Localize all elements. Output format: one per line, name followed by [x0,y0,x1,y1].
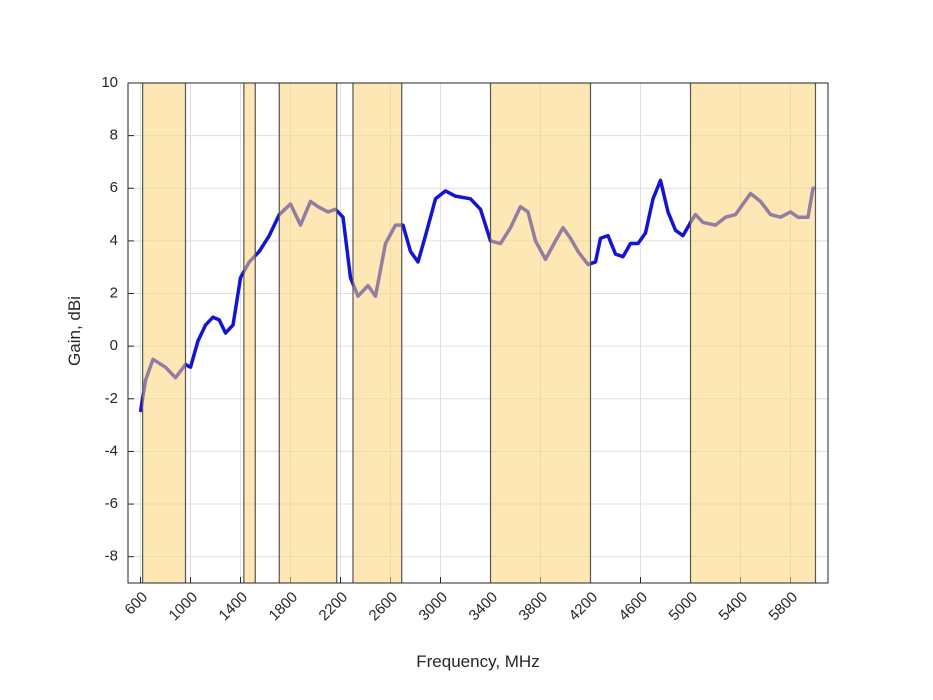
x-tick-label: 2600 [366,589,402,625]
y-tick-label: 2 [110,284,118,301]
frequency-band [279,83,337,583]
frequency-band [690,83,816,583]
frequency-band [490,83,591,583]
y-tick-label: -8 [105,548,118,565]
y-tick-label: 0 [110,337,118,354]
x-tick-label: 3000 [416,589,452,625]
x-tick-label: 5000 [666,589,702,625]
x-tick-label: 5800 [766,589,802,625]
y-tick-label: 8 [110,127,118,144]
x-axis-label: Frequency, MHz [416,652,539,671]
y-axis-label: Gain, dBi [65,296,84,366]
x-tick-label: 4200 [566,589,602,625]
x-tick-label: 3800 [516,589,552,625]
frequency-band [243,83,256,583]
y-tick-label: 4 [110,232,118,249]
x-tick-label: 4600 [616,589,652,625]
axes-box [127,82,829,584]
x-tick-label: 1400 [216,589,252,625]
y-tick-label: 10 [101,74,118,91]
frequency-band [353,83,402,583]
x-tick-label: 1800 [266,589,302,625]
y-tick-label: -6 [105,495,118,512]
y-tick-label: -4 [105,442,118,459]
y-tick-label: 6 [110,179,118,196]
x-tick-label: 3400 [466,589,502,625]
x-tick-label: 600 [121,589,151,619]
y-tick-label: -2 [105,390,118,407]
x-tick-label: 5400 [716,589,752,625]
frequency-band [142,83,186,583]
x-tick-label: 2200 [316,589,352,625]
x-tick-label: 1000 [166,589,202,625]
